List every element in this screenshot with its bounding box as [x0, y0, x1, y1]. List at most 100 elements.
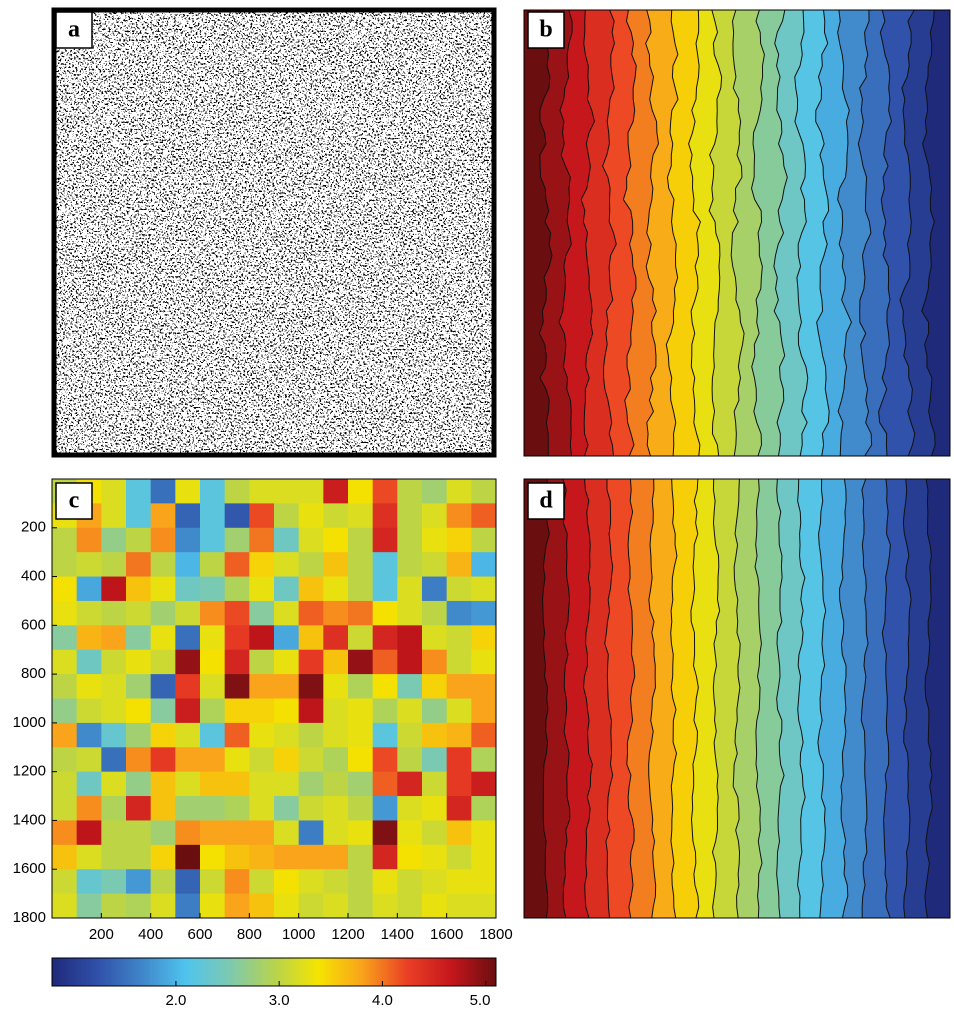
- contour-line: [797, 478, 806, 919]
- heatmap-cell: [446, 698, 472, 724]
- contour-line: [562, 478, 571, 919]
- heatmap-cell: [150, 527, 176, 553]
- heatmap-cell: [52, 796, 78, 821]
- heatmap-cell: [348, 552, 374, 578]
- heatmap-cell: [76, 527, 102, 553]
- heatmap-cell: [200, 893, 226, 919]
- heatmap-cell: [372, 771, 398, 797]
- heatmap-cell: [274, 771, 300, 797]
- heatmap-cell: [372, 552, 398, 578]
- contour-line: [602, 9, 617, 457]
- frame: [51, 7, 497, 458]
- contour-line: [665, 9, 679, 457]
- heatmap-cell: [298, 552, 324, 578]
- heatmap-cell: [150, 600, 176, 626]
- heatmap-cell: [471, 479, 497, 504]
- heatmap-cell: [150, 674, 176, 699]
- heatmap-cell: [471, 674, 497, 699]
- heatmap-cell: [126, 576, 152, 602]
- heatmap-cell: [52, 625, 78, 651]
- y-tick-label: 600: [21, 616, 46, 633]
- contour-line: [899, 9, 916, 457]
- heatmap-cell: [397, 503, 423, 529]
- heatmap-cell: [471, 820, 497, 846]
- frame: [523, 478, 951, 919]
- heatmap-cell: [52, 600, 78, 626]
- heatmap-cell: [224, 479, 250, 504]
- heatmap-cell: [175, 893, 201, 919]
- heatmap-cell: [446, 479, 472, 504]
- heatmap-cell: [422, 576, 448, 602]
- heatmap-cell: [348, 771, 374, 797]
- heatmap-cell: [249, 771, 275, 797]
- panel-a: [51, 7, 497, 458]
- heatmap-cell: [249, 479, 275, 504]
- heatmap-cell: [150, 503, 176, 529]
- heatmap-cell: [101, 649, 127, 675]
- contour-line: [839, 478, 849, 919]
- heatmap-cell: [175, 600, 201, 626]
- heatmap-cell: [446, 527, 472, 553]
- heatmap-cell: [422, 820, 448, 846]
- heatmap-cell: [298, 722, 324, 748]
- contour-line: [837, 9, 852, 457]
- heatmap-cell: [175, 527, 201, 553]
- heatmap-cell: [422, 747, 448, 773]
- heatmap-cell: [298, 869, 324, 895]
- heatmap-cell: [126, 649, 152, 675]
- heatmap-cell: [101, 576, 127, 602]
- contour-line: [921, 9, 936, 457]
- heatmap-cell: [126, 527, 152, 553]
- heatmap-cell: [200, 576, 226, 602]
- heatmap-cell: [126, 625, 152, 651]
- heatmap-cell: [274, 698, 300, 724]
- heatmap-cell: [298, 674, 324, 699]
- heatmap-cell: [372, 893, 398, 919]
- heatmap-cell: [126, 600, 152, 626]
- heatmap-cell: [224, 625, 250, 651]
- heatmap-cell: [422, 527, 448, 553]
- heatmap-cell: [249, 625, 275, 651]
- heatmap-cell: [348, 479, 374, 504]
- panel-c: 200 400 600 800 1000 1200 1400 1600 1800 200 400 60…: [13, 478, 513, 1009]
- heatmap-cell: [298, 527, 324, 553]
- heatmap-cell: [274, 576, 300, 602]
- heatmap-cell: [224, 771, 250, 797]
- heatmap-cell: [274, 796, 300, 821]
- heatmap-cell: [150, 576, 176, 602]
- heatmap-cell: [249, 674, 275, 699]
- heatmap-cell: [150, 649, 176, 675]
- contour-line: [538, 9, 553, 457]
- heatmap-cell: [175, 771, 201, 797]
- heatmap-cell: [298, 479, 324, 504]
- heatmap-cell: [446, 869, 472, 895]
- heatmap-cell: [175, 722, 201, 748]
- heatmap-cell: [348, 503, 374, 529]
- contour-band: [924, 479, 950, 918]
- heatmap-cell: [52, 771, 78, 797]
- heatmap-cell: [200, 625, 226, 651]
- heatmap-cell: [323, 796, 349, 821]
- heatmap-cell: [422, 893, 448, 919]
- heatmap-cell: [471, 698, 497, 724]
- heatmap-cell: [76, 796, 102, 821]
- contour-line: [622, 9, 637, 457]
- heatmap-cell: [446, 722, 472, 748]
- heatmap-cell: [298, 796, 324, 821]
- heatmap-cell: [372, 649, 398, 675]
- heatmap-cell: [274, 600, 300, 626]
- contour-line: [645, 9, 660, 457]
- heatmap-cell: [249, 844, 275, 870]
- heatmap-cell: [249, 796, 275, 821]
- heatmap-cell: [323, 722, 349, 748]
- heatmap-cell: [224, 893, 250, 919]
- heatmap-cell: [397, 747, 423, 773]
- heatmap-cell: [471, 527, 497, 553]
- heatmap-cell: [249, 698, 275, 724]
- heatmap-cell: [323, 649, 349, 675]
- heatmap-cell: [471, 869, 497, 895]
- heatmap-cell: [224, 649, 250, 675]
- heatmap-cell: [175, 698, 201, 724]
- colorbar-tick-label: 2.0: [165, 992, 186, 1009]
- heatmap-cell: [323, 698, 349, 724]
